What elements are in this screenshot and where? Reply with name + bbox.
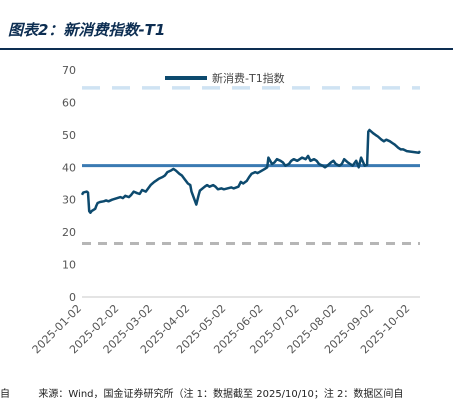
source-note: 自 来源：Wind，国金证券研究所（注 1：数据截至 2025/10/10；注 …: [0, 385, 453, 400]
series-layer: [80, 128, 421, 214]
y-tick-label: 70: [62, 64, 76, 77]
chart-plot: 0102030405060702025-01-022025-02-022025-…: [30, 64, 421, 356]
y-tick-label: 20: [62, 226, 76, 239]
chart-title: 图表2：新消费指数-T1: [8, 21, 166, 39]
reference-lines: [82, 86, 420, 245]
source-prefix: 自: [0, 389, 10, 400]
title-divider: [0, 48, 453, 50]
legend: 新消费-T1指数: [165, 71, 285, 85]
y-tick-label: 0: [69, 291, 76, 304]
source-text: 来源：Wind，国金证券研究所（注 1：数据截至 2025/10/10；注 2：…: [38, 389, 404, 400]
series-line: [80, 128, 421, 214]
y-tick-label: 10: [62, 259, 76, 272]
y-tick-label: 30: [62, 194, 76, 207]
y-tick-label: 60: [62, 96, 76, 109]
y-tick-label: 40: [62, 161, 76, 174]
legend-label: 新消费-T1指数: [212, 71, 285, 85]
y-tick-label: 50: [62, 129, 76, 142]
